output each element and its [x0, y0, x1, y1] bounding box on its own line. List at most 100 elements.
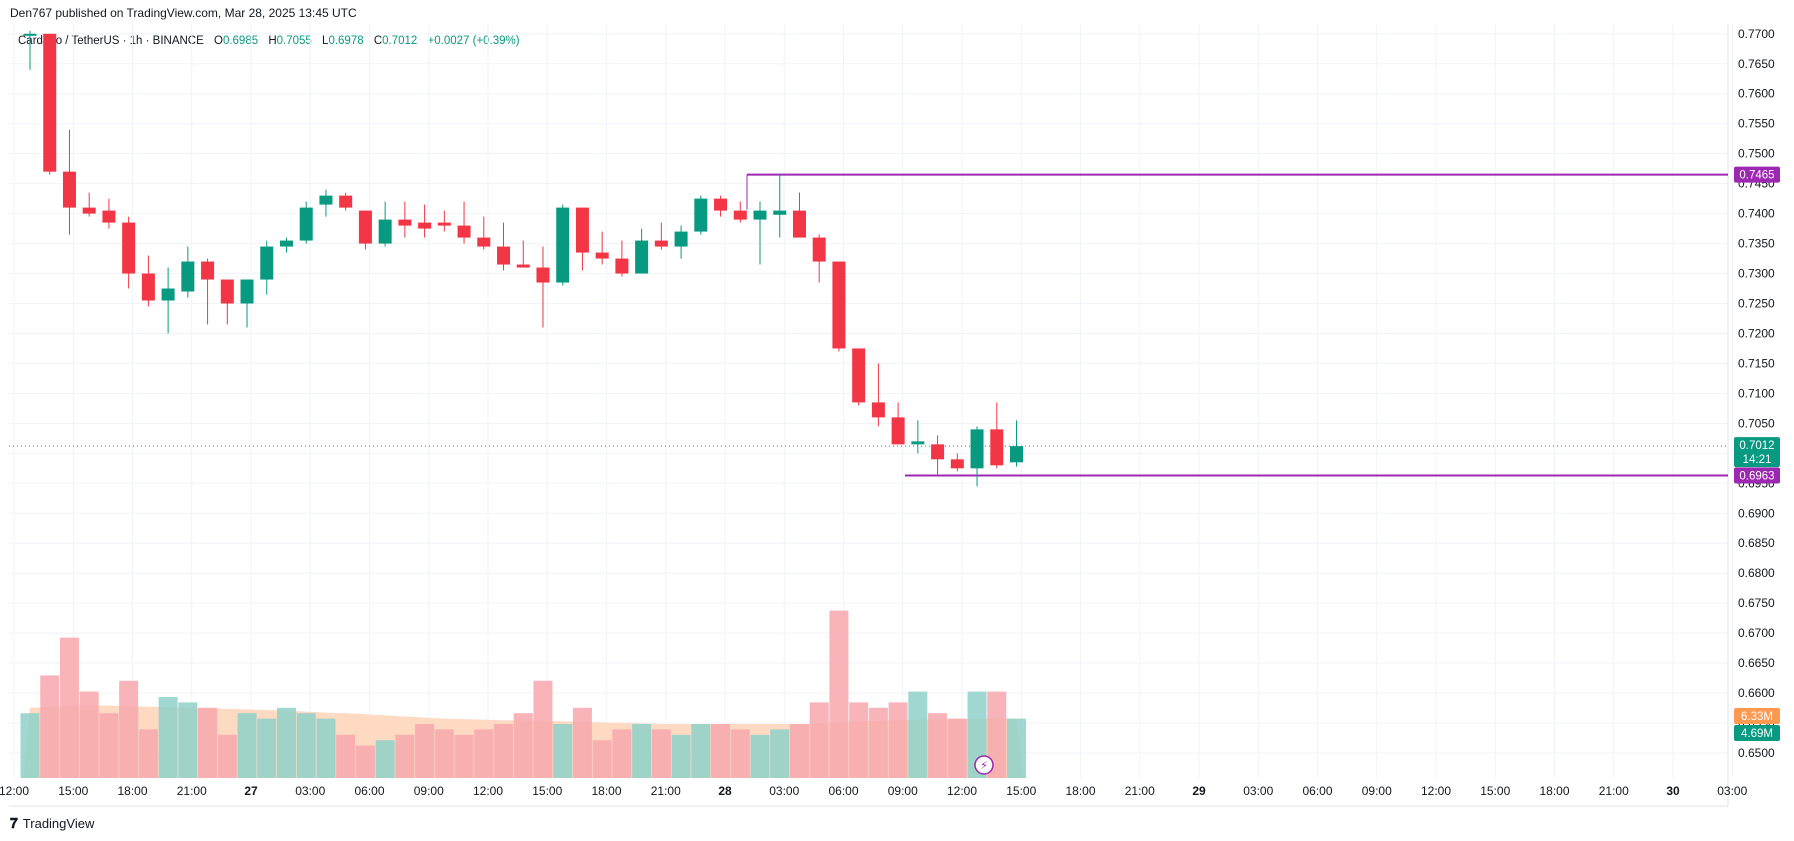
time-tick-label: 15:00 — [532, 784, 562, 798]
volume-bar — [237, 713, 257, 778]
volume-bar — [474, 729, 494, 778]
candle-body — [536, 267, 550, 283]
symbol-legend: Cardano / TetherUS · 1h · BINANCE O0.698… — [18, 35, 520, 47]
volume-bar — [375, 740, 395, 778]
volume-bar — [178, 702, 198, 778]
volume-bar — [276, 707, 296, 778]
volume-bar — [612, 729, 632, 778]
candle-body — [911, 441, 925, 445]
open-label: O — [213, 35, 223, 47]
volume-bar — [947, 718, 967, 778]
volume-bar — [217, 734, 237, 778]
candle-body — [733, 210, 747, 220]
volume-bar — [928, 713, 948, 778]
time-axis[interactable]: 12:00 15:00 18:00 21:00 27 03:00 06:00 09:00 12:… — [0, 784, 1748, 798]
time-tick-label: 21:00 — [1125, 784, 1155, 798]
price-axis[interactable]: 0.77000.76500.76000.75500.75000.74500.74… — [1738, 27, 1775, 760]
volume-bar — [592, 740, 612, 778]
candle-body — [970, 429, 984, 469]
price-tick-label: 0.6800 — [1738, 566, 1775, 580]
price-tick-label: 0.7100 — [1738, 386, 1775, 400]
candle-body — [516, 264, 530, 268]
candle-body — [240, 279, 254, 304]
time-tick-label: 15:00 — [1006, 784, 1036, 798]
candle-body — [457, 225, 471, 238]
lightning-icon-glyph: ⚡ — [980, 760, 988, 772]
candles — [23, 30, 1023, 487]
candle-body — [773, 210, 787, 215]
candle-body — [615, 258, 629, 274]
candle-body — [141, 273, 155, 301]
volume-bar — [454, 734, 474, 778]
price-tick-label: 0.7400 — [1738, 207, 1775, 221]
change-value: +0.0027 (+0.39%) — [427, 35, 520, 47]
volume-bar — [711, 724, 731, 778]
volume-current-badge-text: 4.69M — [1741, 728, 1773, 740]
volume-bar — [395, 734, 415, 778]
time-tick-label: 09:00 — [414, 784, 444, 798]
candle-body — [339, 195, 353, 208]
volume-bars — [20, 610, 1026, 778]
price-tick-label: 0.7650 — [1738, 57, 1775, 71]
footer[interactable]: 𝟕 TradingView — [10, 815, 94, 832]
price-tick-label: 0.7300 — [1738, 267, 1775, 281]
volume-bar — [434, 729, 454, 778]
volume-bar — [908, 691, 928, 778]
price-badges: 0.7465 0.7012 14:21 0.6963 6.33M 4.69M ⚡ — [974, 166, 1780, 775]
price-tick-label: 0.7150 — [1738, 356, 1775, 370]
time-tick-label: 03:00 — [1717, 784, 1747, 798]
price-tick-label: 0.7700 — [1738, 27, 1775, 41]
open-value: 0.6985 — [222, 35, 259, 47]
time-tick-label: 21:00 — [651, 784, 681, 798]
volume-bar — [868, 707, 888, 778]
last-price-badge — [1734, 437, 1780, 468]
time-tick-label: 18:00 — [591, 784, 621, 798]
price-tick-label: 0.6850 — [1738, 536, 1775, 550]
volume-bar — [888, 702, 908, 778]
candle-body — [201, 261, 215, 280]
low-label: L — [322, 35, 329, 47]
candle-body — [260, 246, 274, 280]
price-tick-label: 0.6900 — [1738, 506, 1775, 520]
volume-current-badge — [1734, 725, 1780, 741]
time-tick-label: 12:00 — [1421, 784, 1451, 798]
volume-bar — [513, 713, 533, 778]
price-tick-label: 0.6600 — [1738, 686, 1775, 700]
candle-body — [161, 288, 175, 301]
time-tick-label: 27 — [244, 784, 258, 798]
time-tick-label: 18:00 — [1539, 784, 1569, 798]
candle-body — [220, 279, 234, 304]
volume-bar — [296, 713, 316, 778]
candle-body — [181, 261, 195, 292]
candle-body — [595, 252, 609, 259]
horizontal-levels[interactable] — [9, 173, 1728, 477]
candle-body — [398, 219, 412, 226]
time-tick-label: 03:00 — [1243, 784, 1273, 798]
symbol-name[interactable]: Cardano / TetherUS · 1h · BINANCE — [18, 35, 204, 47]
volume-bar — [789, 724, 809, 778]
candle-body — [832, 261, 846, 349]
volume-bar — [198, 707, 218, 778]
volume-bar — [257, 718, 277, 778]
volume-bar — [750, 734, 770, 778]
volume-bar — [691, 724, 711, 778]
time-tick-label: 09:00 — [1362, 784, 1392, 798]
volume-bar — [671, 734, 691, 778]
volume-bar — [79, 691, 99, 778]
candle-body — [122, 222, 136, 274]
low-value: 0.6978 — [328, 35, 364, 47]
candle-body — [43, 33, 57, 172]
time-tick-label: 06:00 — [828, 784, 858, 798]
price-tick-label: 0.6500 — [1738, 746, 1775, 760]
high-label: H — [268, 35, 277, 47]
candle-body — [477, 237, 491, 247]
candle-body — [575, 207, 589, 253]
time-tick-label: 06:00 — [1302, 784, 1332, 798]
candle-body — [792, 210, 806, 238]
time-tick-label: 12:00 — [0, 784, 29, 798]
time-tick-label: 18:00 — [1065, 784, 1095, 798]
volume-bar — [158, 697, 178, 778]
candle-body — [931, 444, 945, 460]
candle-body — [852, 348, 866, 403]
